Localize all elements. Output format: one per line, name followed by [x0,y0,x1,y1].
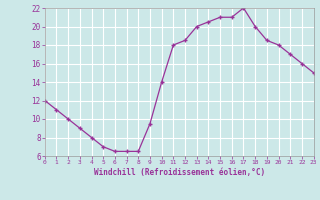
X-axis label: Windchill (Refroidissement éolien,°C): Windchill (Refroidissement éolien,°C) [94,168,265,177]
